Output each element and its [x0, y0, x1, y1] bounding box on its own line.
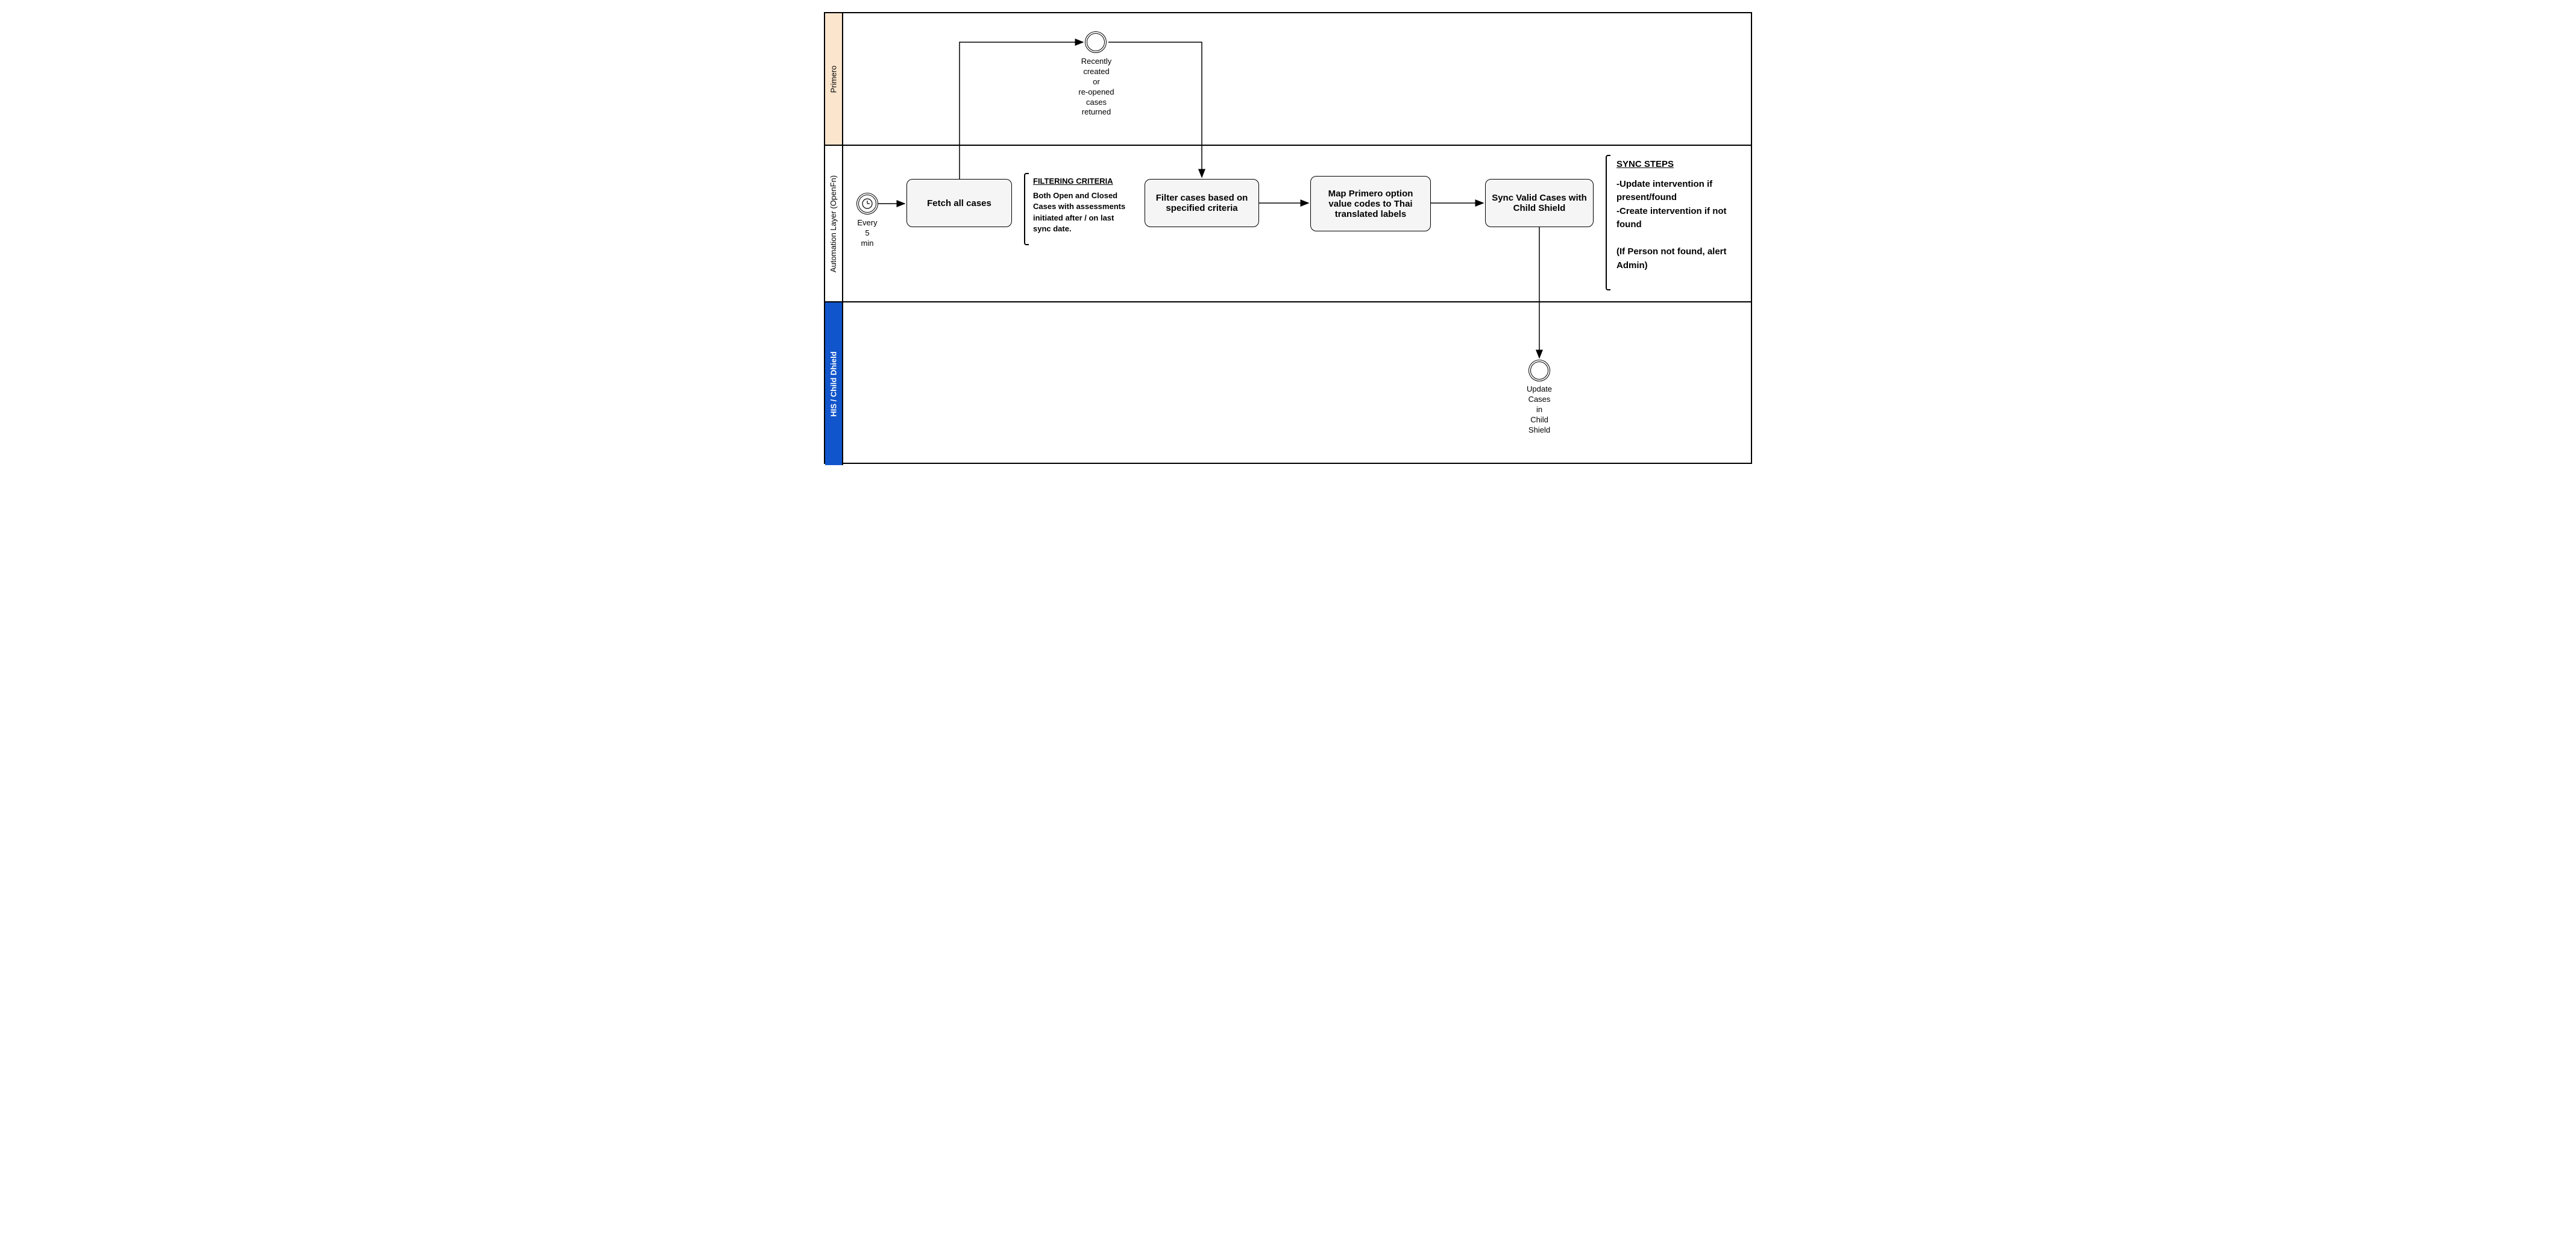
lane-primero-label: Primero: [825, 13, 843, 145]
event-update-circle: [1528, 360, 1550, 381]
timer-label: Every 5 min: [852, 218, 883, 249]
lane-automation-label-text: Automation Layer (OpenFn): [829, 175, 838, 272]
event-update-label: Update Cases in Child Shield: [1522, 384, 1557, 435]
filtering-note-title: FILTERING CRITERIA: [1033, 176, 1129, 187]
node-fetch: Fetch all cases: [906, 179, 1012, 227]
timer-event: [856, 193, 878, 214]
event-returned-circle: [1085, 31, 1107, 53]
lane-primero: Primero Recently created or re-opened ca…: [825, 13, 1751, 146]
node-sync: Sync Valid Cases with Child Shield: [1485, 179, 1594, 227]
node-filter: Filter cases based on specified criteria: [1145, 179, 1259, 227]
lane-primero-content: Recently created or re-opened cases retu…: [843, 13, 1751, 145]
sync-note: SYNC STEPS -Update intervention if prese…: [1616, 158, 1749, 272]
filtering-note-body: Both Open and Closed Cases with assessme…: [1033, 191, 1125, 233]
lane-his-label-text: HIS / Child Dhield: [829, 351, 838, 416]
lane-primero-label-text: Primero: [829, 65, 838, 93]
sync-note-title: SYNC STEPS: [1616, 158, 1749, 172]
clock-icon: [861, 198, 873, 210]
node-map: Map Primero option value codes to Thai t…: [1310, 176, 1431, 231]
lane-his: HIS / Child Dhield Update Cases in Child…: [825, 302, 1751, 465]
swimlane-diagram: Primero Recently created or re-opened ca…: [824, 12, 1752, 464]
lane-automation-content: Every 5 min Fetch all cases FILTERING CR…: [843, 146, 1751, 301]
lane-his-label: HIS / Child Dhield: [825, 302, 843, 465]
filtering-note: FILTERING CRITERIA Both Open and Closed …: [1033, 176, 1129, 234]
lane-his-content: Update Cases in Child Shield: [843, 302, 1751, 465]
filtering-bracket: [1024, 173, 1029, 245]
sync-note-line3: (If Person not found, alert Admin): [1616, 246, 1727, 271]
sync-note-line2: -Create intervention if not found: [1616, 206, 1727, 230]
sync-note-line1: -Update intervention if present/found: [1616, 179, 1712, 203]
lane-automation-label: Automation Layer (OpenFn): [825, 146, 843, 301]
lane-automation: Automation Layer (OpenFn) Every 5 min Fe…: [825, 146, 1751, 302]
event-returned-label: Recently created or re-opened cases retu…: [1075, 57, 1117, 117]
sync-bracket: [1606, 155, 1610, 290]
